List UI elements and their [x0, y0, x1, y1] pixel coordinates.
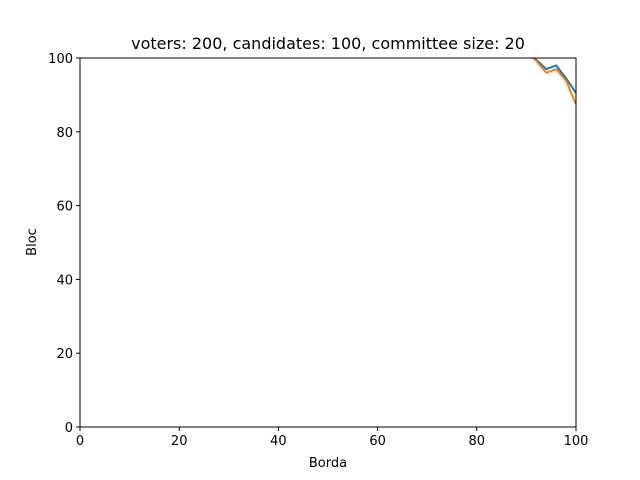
series-line-2	[531, 58, 576, 105]
x-tick-label: 80	[469, 434, 486, 449]
x-axis: 0 20 40 60 80 100	[76, 427, 589, 449]
x-tick-label: 60	[369, 434, 386, 449]
x-tick-label: 40	[270, 434, 287, 449]
x-tick-label: 20	[171, 434, 188, 449]
y-axis-label: Bloc	[25, 228, 40, 256]
x-tick-label: 0	[76, 434, 84, 449]
x-tick-label: 100	[564, 434, 589, 449]
x-axis-label: Borda	[309, 456, 347, 471]
y-tick-label: 0	[65, 421, 73, 436]
plot-frame	[79, 57, 577, 428]
y-tick-label: 100	[48, 52, 73, 67]
chart-title: voters: 200, candidates: 100, committee …	[131, 34, 525, 53]
series-layer	[531, 58, 576, 105]
y-tick-label: 40	[56, 273, 73, 288]
y-tick-label: 80	[56, 126, 73, 141]
y-tick-label: 20	[56, 347, 73, 362]
y-axis: 0 20 40 60 80 100	[48, 52, 80, 436]
y-tick-label: 60	[56, 200, 73, 215]
